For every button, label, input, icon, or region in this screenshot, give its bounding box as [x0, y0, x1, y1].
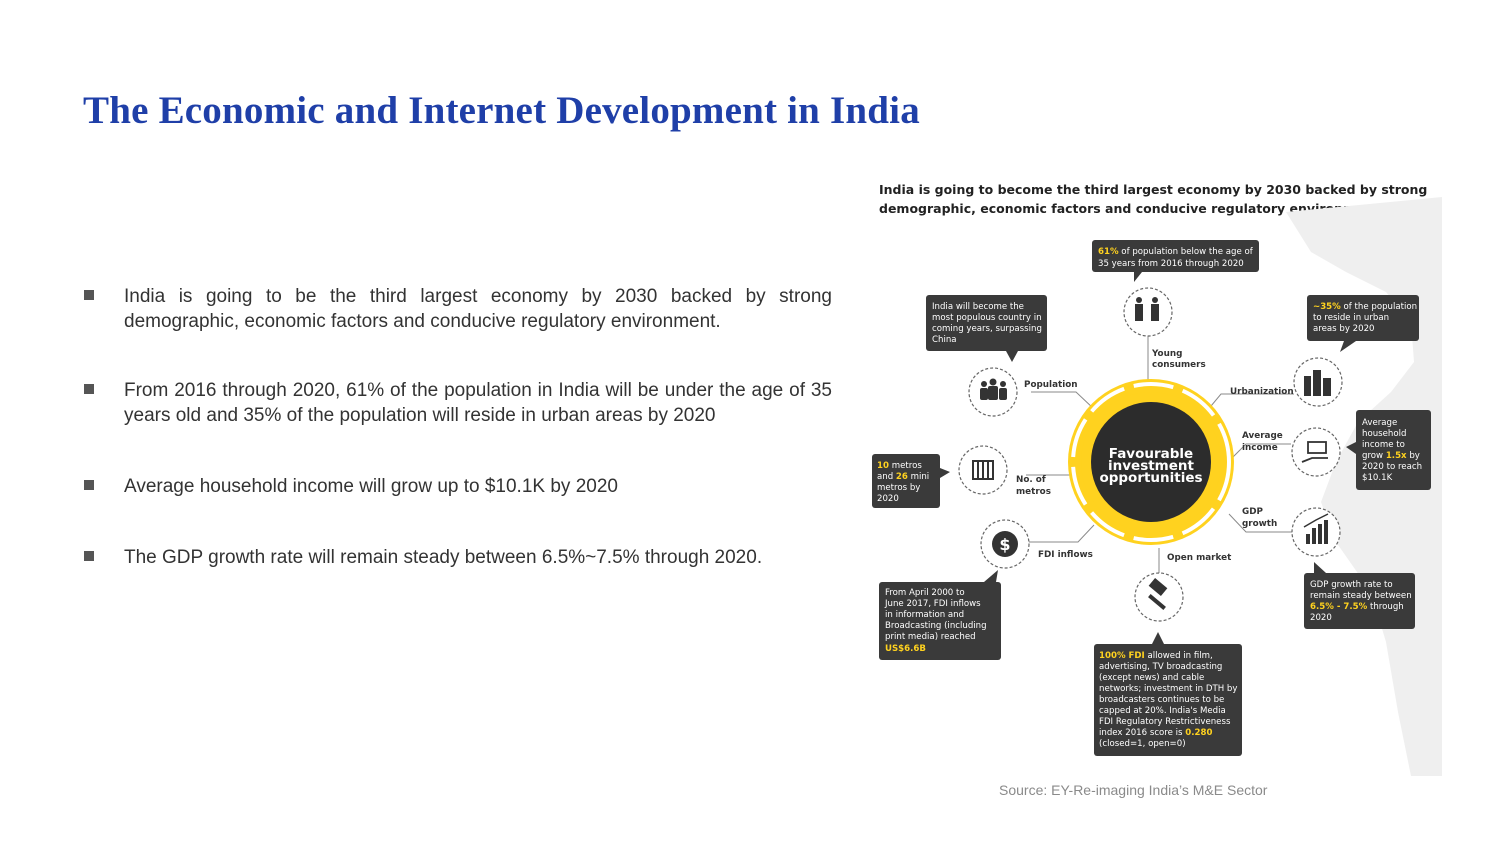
svg-text:index 2016 score is 0.280: index 2016 score is 0.280 [1099, 728, 1212, 738]
svg-text:US$6.6B: US$6.6B [885, 644, 926, 654]
hub-label-1: Favourable [1109, 446, 1193, 462]
svg-text:grow 1.5x by: grow 1.5x by [1362, 451, 1420, 461]
svg-text:$: $ [999, 535, 1010, 554]
average-income-icon [1301, 441, 1328, 463]
label-metros-1: No. of [1016, 475, 1046, 485]
svg-text:FDI Regulatory Restrictiveness: FDI Regulatory Restrictiveness [1099, 717, 1231, 727]
callout-gdp: GDP growth rate to remain steady between… [1304, 562, 1415, 629]
young-consumers-icon [1135, 297, 1159, 321]
svg-text:India will become the: India will become the [932, 302, 1024, 312]
bullet-square-icon [84, 480, 94, 490]
label-urbanization: Urbanization [1230, 387, 1294, 397]
svg-text:(except news) and cable: (except news) and cable [1099, 673, 1204, 683]
label-income-1: Average [1242, 431, 1283, 441]
bullet-text: From 2016 through 2020, 61% of the popul… [124, 380, 832, 426]
label-metros-2: metros [1016, 487, 1051, 497]
label-young-2: consumers [1152, 360, 1206, 370]
svg-text:China: China [932, 335, 957, 345]
svg-text:2020: 2020 [1310, 613, 1332, 623]
population-icon [980, 378, 1007, 400]
callout-open-market: 100% FDI allowed in film, advertising, T… [1094, 632, 1242, 756]
svg-text:June 2017, FDI inflows: June 2017, FDI inflows [884, 599, 981, 609]
infographic-svg: Favourable investment opportunities [872, 197, 1442, 776]
svg-text:2020: 2020 [877, 494, 899, 504]
bullet-square-icon [84, 551, 94, 561]
callout-income: Average household income to grow 1.5x by… [1346, 410, 1431, 490]
callout-fdi: From April 2000 to June 2017, FDI inflow… [879, 570, 1001, 660]
bullet-item: Average household income will grow up to… [82, 474, 618, 499]
callout-urban: ~35% of the population to reside in urba… [1307, 295, 1419, 352]
svg-text:$10.1K: $10.1K [1362, 473, 1393, 483]
hub-label-3: opportunities [1099, 470, 1202, 486]
urbanization-icon [1304, 370, 1331, 396]
label-gdp-1: GDP [1242, 507, 1264, 517]
gavel-icon [1148, 578, 1168, 610]
source-citation: Source: EY-Re-imaging India’s M&E Sector [999, 782, 1268, 798]
svg-text:coming years, surpassing: coming years, surpassing [932, 324, 1042, 334]
slide-title: The Economic and Internet Development in… [83, 89, 920, 132]
hub-label-2: investment [1108, 458, 1195, 474]
svg-text:~35% of the population: ~35% of the population [1313, 302, 1417, 312]
svg-text:household: household [1362, 429, 1406, 439]
bullet-item: From 2016 through 2020, 61% of the popul… [82, 378, 832, 428]
label-young-1: Young [1151, 349, 1182, 359]
svg-text:10 metros: 10 metros [877, 461, 922, 471]
svg-text:remain steady between: remain steady between [1310, 591, 1412, 601]
dollar-icon: $ [992, 531, 1018, 557]
svg-text:to reside in urban: to reside in urban [1313, 313, 1389, 323]
svg-text:most populous country in: most populous country in [932, 313, 1042, 323]
label-open-market: Open market [1167, 553, 1231, 563]
svg-text:broadcasters continues to be: broadcasters continues to be [1099, 695, 1224, 705]
gdp-growth-icon [1303, 513, 1329, 544]
bullet-text: India is going to be the third largest e… [124, 286, 832, 332]
svg-text:61% of population below the ag: 61% of population below the age of [1098, 247, 1254, 257]
svg-text:2020 to reach: 2020 to reach [1362, 462, 1422, 472]
svg-text:in information and: in information and [885, 610, 964, 620]
svg-text:6.5% - 7.5% through: 6.5% - 7.5% through [1310, 602, 1404, 612]
svg-text:income to: income to [1362, 440, 1405, 450]
svg-text:metros by: metros by [877, 483, 920, 493]
svg-text:networks; investment in DTH by: networks; investment in DTH by [1099, 684, 1237, 694]
callout-metros: 10 metros and 26 mini metros by 2020 [872, 454, 950, 508]
callout-population: India will become the most populous coun… [926, 295, 1047, 362]
svg-text:and 26 mini: and 26 mini [877, 472, 929, 482]
bullet-square-icon [84, 384, 94, 394]
svg-text:areas by 2020: areas by 2020 [1313, 324, 1375, 334]
hub-center [1091, 402, 1211, 522]
bullet-text: Average household income will grow up to… [124, 476, 618, 497]
bullet-item: The GDP growth rate will remain steady b… [82, 545, 762, 570]
bullet-square-icon [84, 290, 94, 300]
label-income-2: income [1242, 443, 1278, 453]
svg-text:advertising, TV broadcasting: advertising, TV broadcasting [1099, 662, 1222, 672]
svg-text:print media) reached: print media) reached [885, 632, 976, 642]
svg-text:capped at 20%. India's Media: capped at 20%. India's Media [1099, 706, 1226, 716]
label-gdp-2: growth [1242, 519, 1277, 529]
svg-text:35 years from 2016 through 202: 35 years from 2016 through 2020 [1098, 259, 1244, 269]
svg-text:GDP growth rate to: GDP growth rate to [1310, 580, 1393, 590]
svg-text:From April 2000 to: From April 2000 to [885, 588, 965, 598]
label-population: Population [1024, 380, 1078, 390]
bullet-item: India is going to be the third largest e… [82, 284, 832, 334]
label-fdi: FDI inflows [1038, 550, 1093, 560]
infographic: India is going to become the third large… [866, 172, 1442, 776]
infographic-title: India is going to become the third large… [879, 182, 1428, 216]
svg-text:(closed=1, open=0): (closed=1, open=0) [1099, 739, 1186, 749]
callout-young: 61% of population below the age of 35 ye… [1092, 240, 1259, 282]
bullet-text: The GDP growth rate will remain steady b… [124, 547, 763, 568]
metros-icon [972, 460, 994, 480]
svg-text:Broadcasting (including: Broadcasting (including [885, 621, 987, 631]
svg-text:Average: Average [1362, 418, 1397, 428]
svg-text:100% FDI allowed in film,: 100% FDI allowed in film, [1099, 651, 1213, 661]
